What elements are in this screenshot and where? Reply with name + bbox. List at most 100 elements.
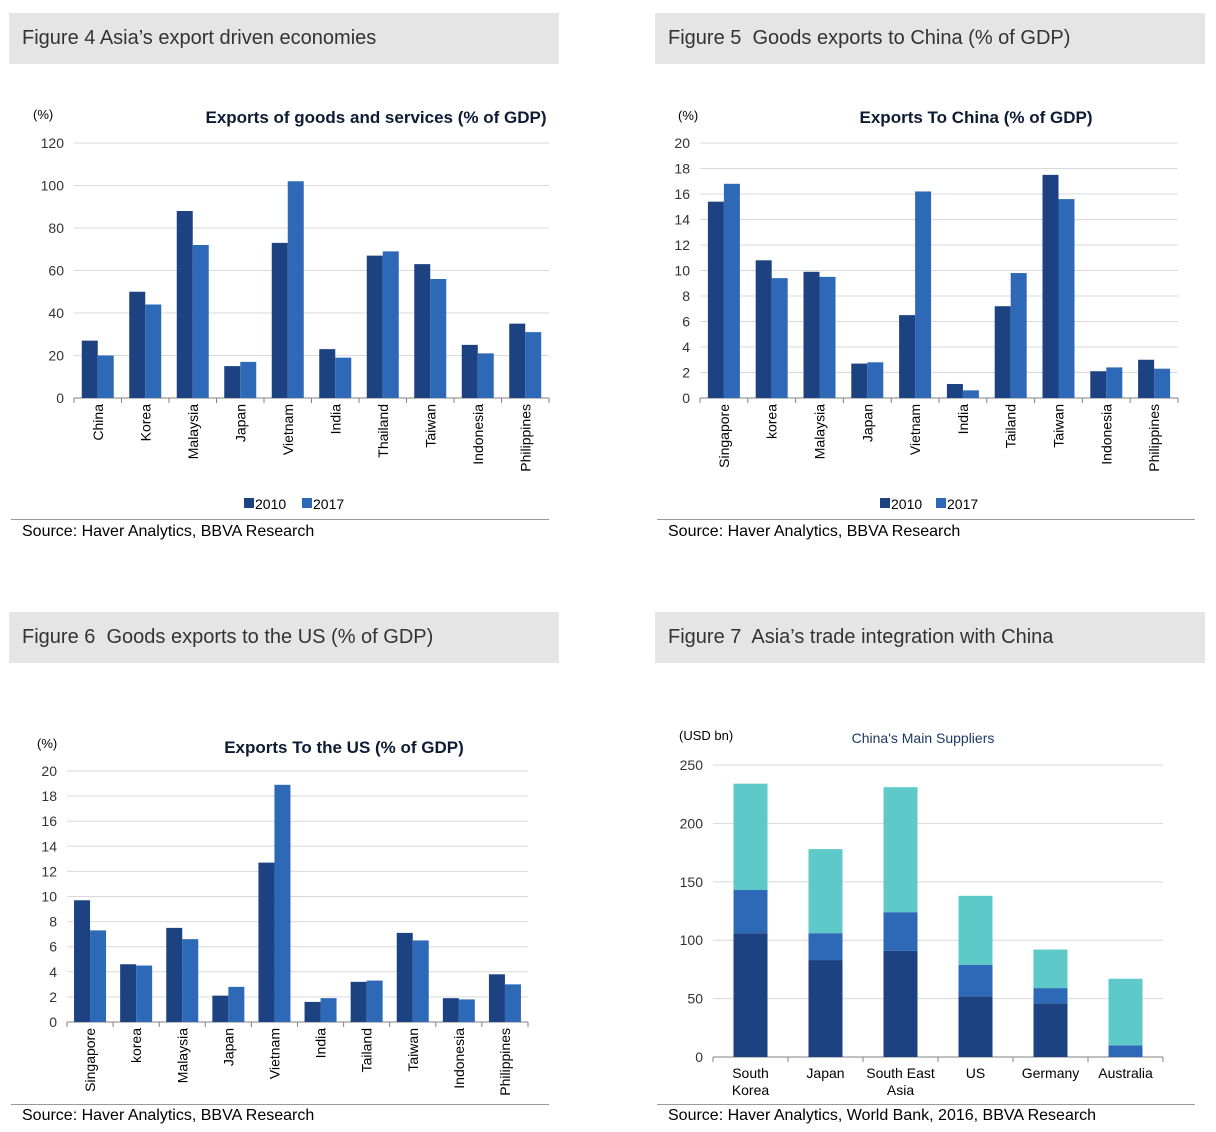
- legend-swatch: [244, 498, 254, 508]
- bar-2010: [350, 981, 367, 1022]
- legend-label: 2017: [313, 496, 344, 512]
- y-tick-label: 50: [687, 991, 703, 1007]
- bar-2017: [97, 355, 114, 398]
- y-tick-label: 14: [41, 838, 57, 854]
- bar-2017: [382, 251, 399, 398]
- chart-title: Exports To the US (% of GDP): [224, 738, 464, 757]
- bar-2010: [414, 264, 431, 398]
- bar-2010: [258, 862, 275, 1022]
- x-category-label: South: [732, 1065, 769, 1081]
- x-category-label: Germany: [1022, 1065, 1080, 1081]
- bar-2017: [430, 279, 447, 398]
- bar-2017: [819, 276, 836, 398]
- bar-2017: [1010, 273, 1027, 398]
- bar-intermediate-goods: [1033, 988, 1068, 1004]
- bar-2017: [366, 980, 383, 1022]
- bar-capital-goods: [1033, 1003, 1068, 1057]
- x-category-label: Indonesia: [470, 404, 486, 465]
- bar-2010: [212, 995, 229, 1022]
- bar-2017: [228, 986, 245, 1022]
- bar-intermediate-goods: [883, 912, 918, 951]
- x-category-label: Asia: [887, 1082, 914, 1098]
- x-category-label: Tailand: [1003, 404, 1019, 448]
- y-tick-label: 2: [682, 365, 690, 381]
- x-category-label: Vietnam: [266, 1028, 282, 1079]
- bar-2017: [287, 181, 304, 398]
- y-tick-label: 200: [680, 815, 704, 831]
- x-category-label: Taiwan: [1051, 404, 1067, 448]
- x-category-label: Indonesia: [1098, 404, 1114, 465]
- bar-basic-goods: [808, 849, 843, 934]
- exports-goods-services-chart: (%) Exports of goods and services (% of G…: [33, 107, 550, 512]
- bar-capital-goods: [808, 960, 843, 1057]
- source-note: Source: Haver Analytics, BBVA Research: [668, 523, 961, 540]
- y-tick-label: 40: [48, 305, 64, 321]
- legend-label: 2010: [891, 496, 922, 512]
- x-category-label: Philippines: [517, 404, 533, 472]
- legend-swatch: [880, 498, 890, 508]
- bar-intermediate-goods: [958, 964, 993, 997]
- y-tick-label: 20: [41, 763, 57, 779]
- y-tick-label: 250: [680, 757, 704, 773]
- y-tick-label: 4: [682, 339, 690, 355]
- x-category-label: Philippines: [497, 1028, 513, 1096]
- x-category-label: Vietnam: [280, 404, 296, 455]
- y-tick-label: 20: [48, 348, 64, 364]
- legend-swatch: [936, 498, 946, 508]
- figure-title: Figure 6 Goods exports to the US (% of G…: [22, 626, 434, 648]
- figure-header: Figure 4 Asia’s export driven economies: [9, 13, 559, 64]
- y-tick-label: 6: [49, 939, 57, 955]
- y-tick-label: 16: [674, 186, 690, 202]
- bar-2017: [192, 245, 209, 398]
- chart-title: Exports To China (% of GDP): [860, 108, 1093, 127]
- bar-2010: [120, 964, 137, 1022]
- bar-2010: [224, 366, 241, 398]
- bar-basic-goods: [1033, 949, 1068, 989]
- bar-2010: [271, 242, 288, 398]
- y-tick-label: 6: [682, 314, 690, 330]
- legend-label: 2017: [947, 496, 978, 512]
- legend-label: 2010: [255, 496, 286, 512]
- bar-2010: [851, 363, 868, 398]
- y-tick-label: 8: [49, 914, 57, 930]
- x-category-label: Singapore: [82, 1028, 98, 1092]
- bar-2010: [81, 340, 98, 398]
- bar-2010: [803, 271, 820, 398]
- bar-2017: [335, 357, 352, 398]
- y-tick-label: 120: [41, 135, 65, 151]
- x-category-label: Malaysia: [185, 404, 201, 459]
- bar-2010: [1138, 359, 1155, 398]
- x-category-label: India: [327, 404, 343, 435]
- source-note: Source: Haver Analytics, BBVA Research: [22, 1107, 315, 1124]
- x-category-label: Singapore: [716, 404, 732, 468]
- bar-2017: [182, 939, 199, 1022]
- y-tick-label: 4: [49, 964, 57, 980]
- bar-2017: [915, 191, 932, 398]
- chart-title: China's Main Suppliers: [852, 730, 995, 746]
- bar-2010: [304, 1001, 321, 1022]
- x-category-label: Philippines: [1146, 404, 1162, 472]
- source-divider: [11, 519, 549, 520]
- y-tick-label: 0: [695, 1049, 703, 1065]
- exports-to-us-chart: (%) Exports To the US (% of GDP) 0 2 4 6 8 10 12…: [37, 736, 529, 1096]
- bar-2010: [176, 211, 193, 398]
- y-tick-label: 0: [49, 1014, 57, 1030]
- y-tick-label: 16: [41, 813, 57, 829]
- y-tick-label: 100: [680, 932, 704, 948]
- bar-2017: [723, 183, 740, 398]
- y-tick-label: 18: [674, 161, 690, 177]
- source-divider: [11, 1104, 549, 1105]
- bar-2017: [1058, 199, 1075, 398]
- x-category-label: Japan: [859, 404, 875, 442]
- x-category-label: Thailand: [375, 404, 391, 458]
- x-category-label: Korea: [137, 404, 153, 442]
- bar-2017: [320, 998, 337, 1022]
- bar-2010: [946, 383, 963, 398]
- x-category-label: Indonesia: [451, 1028, 467, 1089]
- bar-intermediate-goods: [733, 889, 768, 934]
- x-category-label: korea: [128, 1028, 144, 1063]
- source-divider: [657, 1104, 1195, 1105]
- y-tick-label: 18: [41, 788, 57, 804]
- x-category-label: Japan: [220, 1028, 236, 1066]
- bar-2017: [525, 332, 542, 398]
